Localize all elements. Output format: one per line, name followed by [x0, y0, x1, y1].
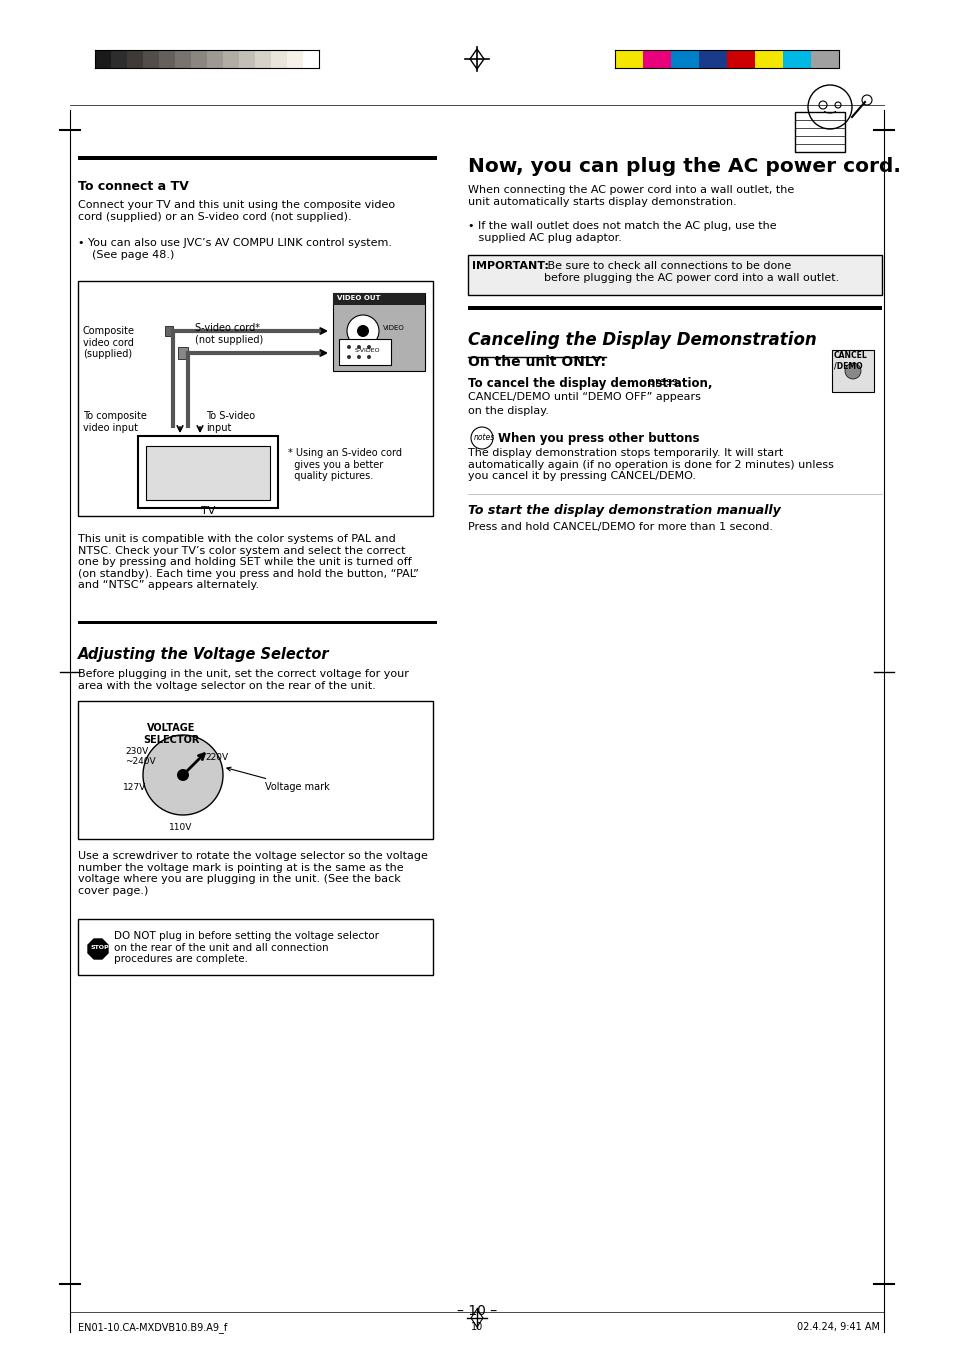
Text: VIDEO: VIDEO — [382, 324, 404, 331]
Bar — [178, 347, 188, 360]
Bar — [254, 50, 271, 68]
Bar — [111, 50, 127, 68]
Text: 10: 10 — [471, 1322, 482, 1332]
Circle shape — [367, 356, 371, 360]
Text: Canceling the Display Demonstration: Canceling the Display Demonstration — [468, 331, 816, 349]
Bar — [338, 339, 391, 365]
Text: DO NOT plug in before setting the voltage selector
on the rear of the unit and a: DO NOT plug in before setting the voltag… — [113, 932, 378, 964]
Text: S-VIDEO: S-VIDEO — [354, 347, 379, 353]
Text: On the unit ONLY:: On the unit ONLY: — [468, 356, 605, 369]
Bar — [78, 700, 433, 840]
Text: When connecting the AC power cord into a wall outlet, the
unit automatically sta: When connecting the AC power cord into a… — [468, 185, 794, 207]
Bar — [146, 446, 270, 500]
Text: press: press — [647, 377, 677, 387]
Text: Now, you can plug the AC power cord.: Now, you can plug the AC power cord. — [468, 157, 900, 176]
Bar — [699, 50, 726, 68]
Text: CANCEL/DEMO until “DEMO OFF” appears: CANCEL/DEMO until “DEMO OFF” appears — [468, 392, 700, 402]
Text: Be sure to check all connections to be done
before plugging the AC power cord in: Be sure to check all connections to be d… — [543, 261, 839, 283]
Text: – 10 –: – 10 – — [456, 1303, 497, 1318]
Circle shape — [356, 324, 369, 337]
Text: 230V
~240V: 230V ~240V — [125, 748, 155, 767]
Text: Voltage mark: Voltage mark — [227, 767, 330, 792]
Bar — [468, 306, 882, 310]
Bar — [138, 435, 277, 508]
Text: 220V: 220V — [205, 753, 228, 763]
Text: VIDEO OUT: VIDEO OUT — [336, 295, 380, 301]
Bar — [165, 326, 172, 337]
Text: 02.4.24, 9:41 AM: 02.4.24, 9:41 AM — [796, 1322, 879, 1332]
Circle shape — [143, 735, 223, 815]
Circle shape — [356, 345, 360, 349]
Circle shape — [844, 362, 861, 379]
Text: VOLTAGE
SELECTOR: VOLTAGE SELECTOR — [143, 723, 199, 745]
Text: • If the wall outlet does not match the AC plug, use the
   supplied AC plug ada: • If the wall outlet does not match the … — [468, 220, 776, 242]
Bar — [333, 293, 424, 370]
Circle shape — [347, 345, 351, 349]
Text: To cancel the display demonstration,: To cancel the display demonstration, — [468, 377, 712, 389]
Text: TV: TV — [200, 506, 215, 516]
Bar — [95, 50, 111, 68]
Text: To S-video
input: To S-video input — [206, 411, 254, 433]
Circle shape — [356, 356, 360, 360]
Text: The display demonstration stops temporarily. It will start
automatically again (: The display demonstration stops temporar… — [468, 448, 833, 481]
Bar — [127, 50, 143, 68]
Bar — [782, 50, 810, 68]
Circle shape — [347, 315, 378, 347]
Bar — [174, 50, 191, 68]
Text: Use a screwdriver to rotate the voltage selector so the voltage
number the volta: Use a screwdriver to rotate the voltage … — [78, 850, 428, 896]
Bar — [78, 281, 433, 516]
Bar — [303, 50, 318, 68]
Text: EN01-10.CA-MXDVB10.B9.A9_f: EN01-10.CA-MXDVB10.B9.A9_f — [78, 1322, 227, 1333]
Bar — [726, 50, 754, 68]
Text: * Using an S-video cord
  gives you a better
  quality pictures.: * Using an S-video cord gives you a bett… — [288, 448, 401, 481]
Text: IMPORTANT:: IMPORTANT: — [472, 261, 548, 270]
Text: Before plugging in the unit, set the correct voltage for your
area with the volt: Before plugging in the unit, set the cor… — [78, 669, 409, 691]
Text: Adjusting the Voltage Selector: Adjusting the Voltage Selector — [78, 648, 330, 662]
Text: Composite
video cord
(supplied): Composite video cord (supplied) — [83, 326, 135, 360]
Bar — [78, 155, 436, 160]
Text: 110V: 110V — [169, 823, 193, 831]
Bar — [207, 50, 223, 68]
Bar — [831, 350, 873, 392]
Bar — [670, 50, 699, 68]
Polygon shape — [88, 940, 108, 959]
Text: To start the display demonstration manually: To start the display demonstration manua… — [468, 504, 780, 516]
Bar — [642, 50, 670, 68]
Text: STOP: STOP — [91, 945, 110, 950]
Bar — [159, 50, 174, 68]
Text: notes: notes — [474, 433, 495, 442]
Circle shape — [177, 769, 189, 781]
Circle shape — [347, 356, 351, 360]
Bar — [754, 50, 782, 68]
Bar — [143, 50, 159, 68]
Text: on the display.: on the display. — [468, 406, 548, 416]
Text: • You can also use JVC’s AV COMPU LINK control system.
    (See page 48.): • You can also use JVC’s AV COMPU LINK c… — [78, 238, 392, 260]
Bar — [333, 293, 424, 306]
Text: S-video cord*
(not supplied): S-video cord* (not supplied) — [194, 323, 263, 345]
Text: Connect your TV and this unit using the composite video
cord (supplied) or an S-: Connect your TV and this unit using the … — [78, 200, 395, 222]
Bar — [271, 50, 287, 68]
Text: This unit is compatible with the color systems of PAL and
NTSC. Check your TV’s : This unit is compatible with the color s… — [78, 534, 418, 591]
Text: To composite
video input: To composite video input — [83, 411, 147, 433]
Bar — [191, 50, 207, 68]
Bar — [794, 112, 844, 151]
Bar — [615, 50, 642, 68]
Bar — [468, 256, 882, 295]
Text: Press and hold CANCEL/DEMO for more than 1 second.: Press and hold CANCEL/DEMO for more than… — [468, 522, 772, 531]
Bar — [810, 50, 838, 68]
Circle shape — [367, 345, 371, 349]
Text: CANCEL
/DEMO: CANCEL /DEMO — [833, 352, 867, 370]
Text: 127V: 127V — [123, 783, 146, 792]
Text: To connect a TV: To connect a TV — [78, 180, 189, 193]
Text: When you press other buttons: When you press other buttons — [497, 433, 699, 445]
Bar — [287, 50, 303, 68]
Bar — [78, 621, 436, 625]
Bar — [78, 919, 433, 975]
Bar — [223, 50, 239, 68]
Bar — [239, 50, 254, 68]
